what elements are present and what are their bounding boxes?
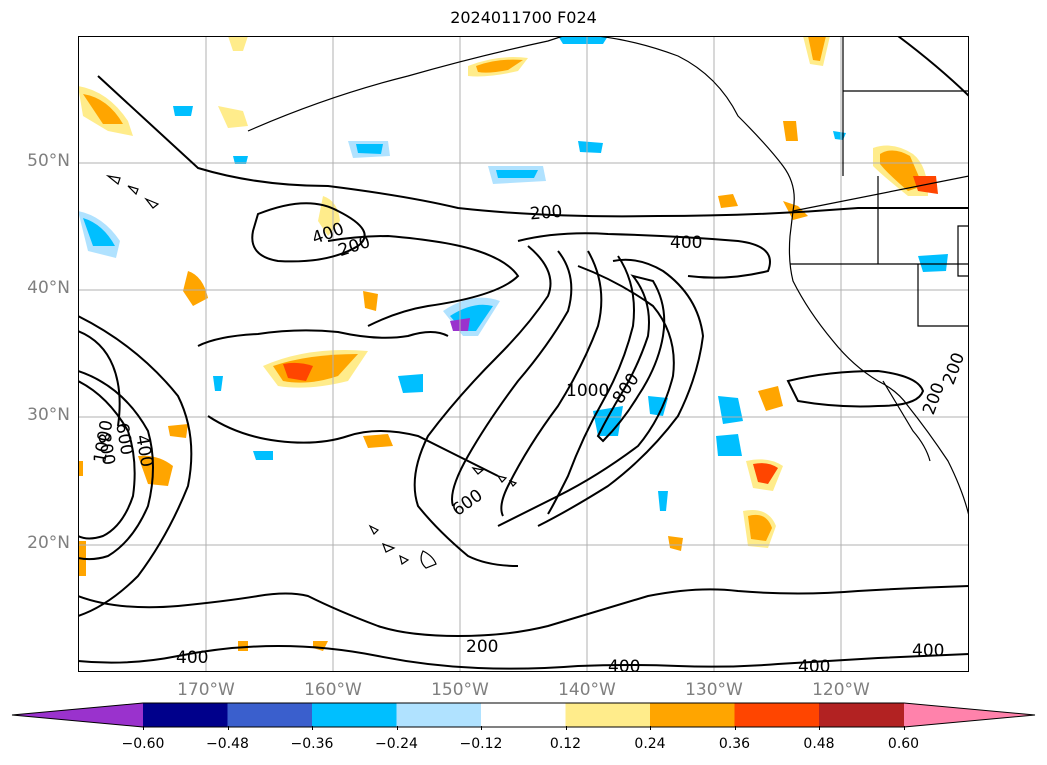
colorbar-tick [143, 726, 144, 730]
colorbar-tick-label: −0.12 [459, 736, 503, 752]
colorbar-extend-low [12, 703, 143, 727]
shading-negative [78, 36, 948, 511]
colorbar-tick [819, 726, 820, 730]
lat-label: 40°N [27, 278, 70, 298]
colorbar-tick-label: 0.60 [887, 736, 920, 752]
colorbar-tick-label: −0.60 [121, 736, 165, 752]
contour-label: 200 [919, 380, 949, 417]
map-area[interactable]: 200 200 400 400 1000 800 600 400 600 800… [78, 36, 969, 672]
contours [78, 36, 969, 670]
contour-label: 1000 [566, 381, 609, 401]
coastlines [247, 36, 969, 517]
lon-label: 170°W [177, 680, 235, 700]
contour-label: 400 [798, 657, 830, 672]
shading-positive [78, 36, 938, 651]
lat-label: 50°N [27, 151, 70, 171]
colorbar-segment [481, 703, 566, 727]
map-canvas: 200 200 400 400 1000 800 600 400 600 800… [78, 36, 969, 672]
lon-label: 140°W [558, 680, 616, 700]
lon-label: 150°W [431, 680, 489, 700]
colorbar-segment [312, 703, 397, 727]
colorbar-tick-label: −0.36 [290, 736, 334, 752]
colorbar-tick [565, 726, 567, 730]
contour-label: 600 [449, 486, 487, 521]
graticule [78, 36, 969, 672]
lat-label: 30°N [27, 405, 70, 425]
colorbar-segment [227, 703, 313, 727]
colorbar-tick-label: 0.24 [634, 736, 666, 752]
colorbar-tick-label: 0.36 [718, 736, 751, 752]
contour-label: 400 [670, 233, 702, 253]
colorbar-tick [312, 726, 313, 730]
colorbar-extend-high [904, 703, 1035, 727]
colorbar-tick [650, 726, 651, 730]
lon-label: 160°W [304, 680, 362, 700]
contour-label: 800 [609, 370, 644, 408]
colorbar-tick [734, 726, 736, 730]
colorbar-tick-label: −0.48 [206, 736, 249, 752]
colorbar-tick [903, 726, 905, 730]
lat-label: 20°N [27, 533, 70, 553]
colorbar [11, 702, 1036, 728]
contour-label: 200 [529, 202, 563, 225]
colorbar-tick [481, 726, 482, 730]
colorbar-segment [143, 703, 228, 727]
contour-label: 400 [608, 657, 640, 672]
contour-label: 200 [466, 637, 498, 657]
colorbar-tick-label: 0.48 [803, 736, 835, 752]
lon-label: 130°W [685, 680, 743, 700]
colorbar-tick-label: −0.24 [375, 736, 418, 752]
colorbar-segment [396, 703, 482, 727]
contour-label: 400 [912, 641, 944, 661]
colorbar-tick-label: 0.12 [549, 736, 582, 752]
map-title: 2024011700 F024 [450, 8, 597, 27]
colorbar-segment [819, 703, 904, 727]
lon-label: 120°W [812, 680, 870, 700]
colorbar-tick [396, 726, 398, 730]
colorbar-tick [227, 726, 229, 730]
colorbar-segment [734, 703, 820, 727]
colorbar-segment [565, 703, 651, 727]
contour-label: 200 [939, 350, 969, 387]
islands [105, 175, 518, 569]
contour-label: 400 [176, 648, 208, 668]
colorbar-segment [650, 703, 735, 727]
